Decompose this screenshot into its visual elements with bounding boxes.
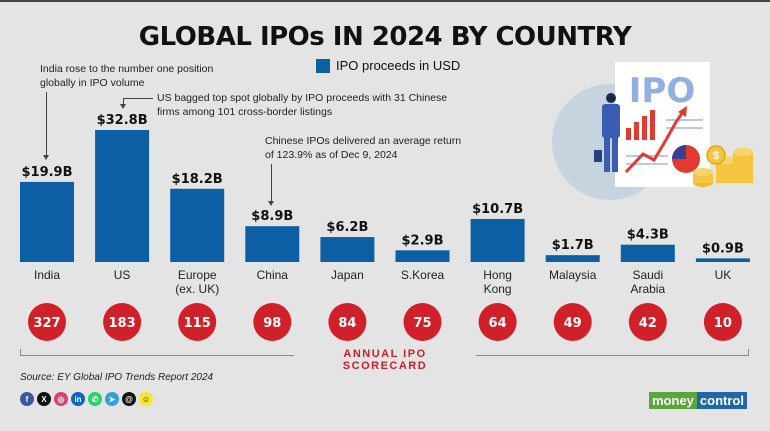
scorecard-line-left <box>20 355 294 356</box>
category-label: S.Korea <box>401 268 445 282</box>
annotation-line: India rose to the number one position <box>40 63 214 75</box>
coins-icon: $ <box>693 145 753 187</box>
annotation-line: of 123.9% as of Dec 9, 2024 <box>265 149 398 161</box>
bar-value-label: $32.8B <box>97 113 148 128</box>
svg-text:$: $ <box>713 150 719 162</box>
ipo-count-circle <box>478 303 517 341</box>
category-label: Kong <box>484 282 512 296</box>
legend-swatch <box>316 58 330 73</box>
logo-part-control: control <box>696 392 747 409</box>
bar <box>695 258 750 262</box>
annotation-line: globally in IPO volume <box>40 77 145 89</box>
ipo-count-circle <box>178 303 217 341</box>
chart-title: GLOBAL IPOs IN 2024 BY COUNTRY <box>138 22 632 52</box>
bar <box>470 218 525 262</box>
category-label: China <box>257 268 289 282</box>
ipo-count-label: 75 <box>413 316 431 331</box>
annotation-pointer <box>271 164 272 202</box>
category-label: US <box>114 268 131 282</box>
ipo-count-circle <box>253 303 292 341</box>
legend: IPO proceeds in USD <box>316 58 460 73</box>
arrowhead-icon <box>268 201 274 206</box>
bar <box>245 226 300 262</box>
bar-value-label: $2.9B <box>402 233 444 248</box>
source-note: Source: EY Global IPO Trends Report 2024 <box>20 372 214 383</box>
ipo-count-circle <box>403 303 442 341</box>
category-label: UK <box>715 268 732 282</box>
category-label: Hong <box>483 268 512 282</box>
bar-value-label: $19.9B <box>21 165 72 180</box>
bar-value-label: $0.9B <box>702 241 744 256</box>
ipo-count-circle <box>628 303 667 341</box>
arrowhead-icon <box>43 155 49 160</box>
instagram-icon[interactable]: ◎ <box>54 392 68 406</box>
bar-value-label: $10.7B <box>472 202 523 217</box>
legend-label: IPO proceeds in USD <box>336 58 461 73</box>
social-icons: f X ◎ in ✆ ➤ @ ☺ <box>20 392 153 406</box>
bar <box>170 188 225 262</box>
annotation-india: India rose to the number one position gl… <box>40 62 213 90</box>
ipo-count-label: 98 <box>263 316 281 331</box>
ipo-count-label: 327 <box>33 316 60 331</box>
x-icon[interactable]: X <box>37 392 51 406</box>
telegram-icon[interactable]: ➤ <box>105 392 119 406</box>
scorecard-bracket-right <box>748 349 749 356</box>
bar-value-label: $4.3B <box>627 228 669 243</box>
ipo-count-label: 49 <box>564 316 582 331</box>
ipo-count-label: 10 <box>714 316 732 331</box>
category-label: India <box>34 268 60 282</box>
bar <box>95 130 150 262</box>
bar-value-label: $18.2B <box>172 172 223 187</box>
annotation-china: Chinese IPOs delivered an average return… <box>265 134 461 162</box>
ipo-count-label: 64 <box>489 316 507 331</box>
category-label: Saudi <box>632 268 663 282</box>
ipo-count-label: 183 <box>109 316 136 331</box>
ipo-count-circle <box>103 303 142 341</box>
ipo-count-label: 84 <box>338 316 356 331</box>
annotation-line: firms among 101 cross-border listings <box>157 106 333 118</box>
top-border <box>0 0 770 2</box>
logo-part-money: money <box>649 392 697 409</box>
annotation-pointer <box>46 92 47 156</box>
bar <box>545 255 600 262</box>
bar <box>20 181 74 262</box>
ipo-count-circle <box>703 303 742 341</box>
category-label: Europe <box>178 268 217 282</box>
scorecard-label: ANNUAL IPO SCORECARD <box>342 348 428 372</box>
bar <box>320 237 375 262</box>
bar-value-label: $6.2B <box>326 220 368 235</box>
linkedin-icon[interactable]: in <box>71 392 85 406</box>
whatsapp-icon[interactable]: ✆ <box>88 392 102 406</box>
facebook-icon[interactable]: f <box>20 392 34 406</box>
category-label: Japan <box>331 268 364 282</box>
bar <box>395 250 450 262</box>
category-label: Malaysia <box>549 268 597 282</box>
trend-arrow-icon <box>624 111 685 174</box>
ipo-count-circle <box>328 303 367 341</box>
moneycontrol-logo: money control <box>649 392 747 409</box>
category-label: (ex. UK) <box>175 282 219 296</box>
snapchat-icon[interactable]: ☺ <box>139 392 153 406</box>
bar-value-label: $8.9B <box>251 209 293 224</box>
annotation-line: US bagged top spot globally by IPO proce… <box>157 92 448 104</box>
ipo-illustration: IPO $ <box>552 62 753 200</box>
annotation-pointer <box>123 98 153 99</box>
ipo-text: IPO <box>629 71 695 111</box>
ipo-count-label: 115 <box>184 316 211 331</box>
scorecard-bracket-left <box>20 349 21 356</box>
person-icon <box>594 93 620 172</box>
bar <box>620 244 675 262</box>
scorecard-line-right <box>476 355 749 356</box>
ipo-count-circle <box>28 303 66 341</box>
annotation-us: US bagged top spot globally by IPO proce… <box>157 91 447 119</box>
bar-value-label: $1.7B <box>552 238 594 253</box>
ipo-count-circle <box>553 303 592 341</box>
annotation-pointer <box>123 98 124 104</box>
ipo-count-label: 42 <box>639 316 657 331</box>
category-label: Arabia <box>630 282 665 296</box>
arrowhead-icon <box>120 104 126 109</box>
annotation-line: Chinese IPOs delivered an average return <box>265 135 462 147</box>
threads-icon[interactable]: @ <box>122 392 136 406</box>
